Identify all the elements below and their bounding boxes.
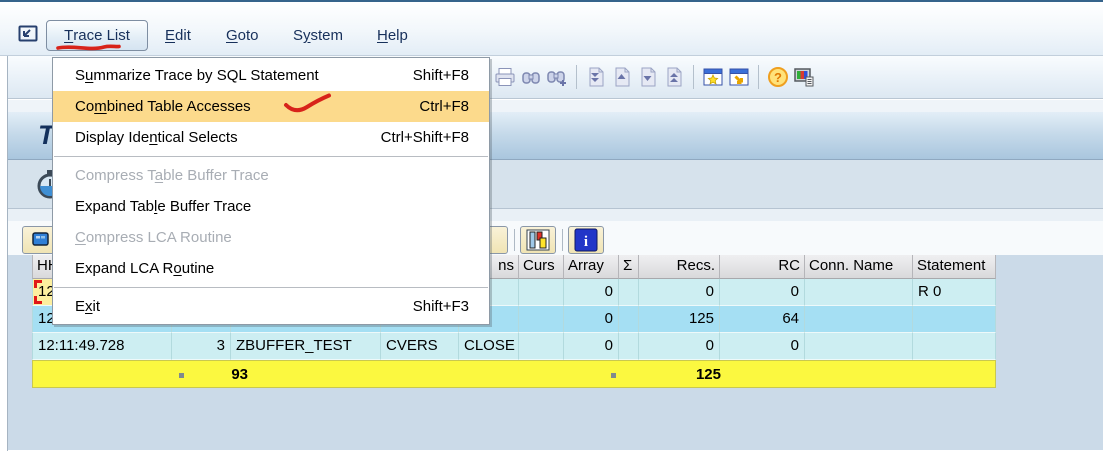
next-page-icon[interactable] (635, 64, 661, 90)
menu-item-expand-lca-routine[interactable]: Expand LCA Routine (75, 260, 215, 277)
svg-text:?: ? (774, 70, 782, 85)
cell-curs[interactable] (519, 306, 564, 333)
customize-layout-icon[interactable] (791, 64, 817, 90)
cell-rc[interactable]: 64 (720, 306, 805, 333)
cell-rc[interactable]: 0 (720, 333, 805, 360)
create-shortcut-icon[interactable] (726, 64, 752, 90)
svg-text:i: i (584, 234, 588, 250)
col-curs[interactable]: Curs (519, 255, 564, 279)
menu-item-combined-table-accesses[interactable]: Combined Table Accesses Ctrl+F8 (53, 91, 489, 122)
col-rc[interactable]: RC (720, 255, 805, 279)
menu-help[interactable]: Help (377, 27, 408, 44)
window-left-margin (0, 56, 8, 451)
table-row[interactable]: 12:11:49.728 3 ZBUFFER_TEST CVERS CLOSE … (32, 333, 996, 360)
menu-separator (54, 287, 488, 288)
cell-duration[interactable]: 3 (172, 333, 231, 360)
cell-array[interactable]: 0 (564, 279, 619, 306)
cell-table[interactable]: ZBUFFER_TEST (231, 333, 381, 360)
cell-recs[interactable]: 0 (639, 333, 720, 360)
last-page-icon[interactable] (661, 64, 687, 90)
menu-item-summarize-trace[interactable]: Summarize Trace by SQL Statement Shift+F… (75, 67, 469, 84)
col-sigma[interactable]: Σ (619, 255, 639, 279)
cell-object[interactable]: CVERS (381, 333, 459, 360)
cell-sigma[interactable] (619, 333, 639, 360)
window-top-border (0, 0, 1103, 2)
menu-separator (54, 156, 488, 157)
cell-array[interactable]: 0 (564, 306, 619, 333)
cell-statement[interactable] (913, 333, 996, 360)
info-button[interactable]: i (568, 226, 604, 254)
menu-item-compress-table-buffer-trace: Compress Table Buffer Trace (75, 167, 269, 184)
new-session-icon[interactable] (700, 64, 726, 90)
cell-conn-name[interactable] (805, 333, 913, 360)
print-icon[interactable] (492, 64, 518, 90)
cell-conn-name[interactable] (805, 279, 913, 306)
cell-sigma[interactable] (619, 306, 639, 333)
duration-total: 93 (231, 366, 248, 383)
cell-operation[interactable]: CLOSE (459, 333, 519, 360)
shortcut-label: Shift+F3 (412, 298, 469, 315)
shortcut-label: Ctrl+Shift+F8 (380, 129, 469, 146)
trace-list-dropdown-menu: Summarize Trace by SQL Statement Shift+F… (52, 57, 490, 325)
sum-marker (179, 373, 184, 378)
menu-item-compress-lca-routine: Compress LCA Routine (75, 229, 232, 246)
cell-array[interactable]: 0 (564, 333, 619, 360)
cell-cursor-mark (34, 280, 42, 288)
system-menu-icon[interactable] (16, 22, 40, 46)
sum-marker (611, 373, 616, 378)
help-icon[interactable]: ? (765, 64, 791, 90)
menu-edit[interactable]: Edit (165, 27, 191, 44)
totals-row: 93 125 (32, 360, 996, 388)
menu-item-display-identical-selects[interactable]: Display Identical Selects Ctrl+Shift+F8 (75, 129, 469, 146)
cell-conn-name[interactable] (805, 306, 913, 333)
shortcut-label: Ctrl+F8 (419, 98, 469, 115)
chart-button[interactable] (520, 226, 556, 254)
cell-curs[interactable] (519, 333, 564, 360)
find-next-icon[interactable] (544, 64, 570, 90)
menu-goto[interactable]: Goto (226, 27, 259, 44)
recs-total: 125 (695, 366, 721, 383)
cell-cursor-mark (34, 296, 42, 304)
cell-curs[interactable] (519, 279, 564, 306)
first-page-icon[interactable] (583, 64, 609, 90)
col-statement[interactable]: Statement (913, 255, 996, 279)
cell-time[interactable]: 12:11:49.728 (32, 333, 172, 360)
col-conn-name[interactable]: Conn. Name (805, 255, 913, 279)
cell-rc[interactable]: 0 (720, 279, 805, 306)
shortcut-label: Shift+F8 (412, 67, 469, 84)
previous-page-icon[interactable] (609, 64, 635, 90)
menu-system[interactable]: System (293, 27, 344, 44)
cell-recs[interactable]: 0 (639, 279, 720, 306)
menu-item-expand-table-buffer-trace[interactable]: Expand Table Buffer Trace (75, 198, 252, 215)
col-recs[interactable]: Recs. (639, 255, 720, 279)
col-array[interactable]: Array (564, 255, 619, 279)
cell-recs[interactable]: 125 (639, 306, 720, 333)
cell-statement[interactable] (913, 306, 996, 333)
cell-sigma[interactable] (619, 279, 639, 306)
page-title: T (38, 120, 55, 150)
menu-item-exit[interactable]: Exit Shift+F3 (75, 298, 469, 315)
cell-statement[interactable]: R 0 (913, 279, 996, 306)
find-icon[interactable] (518, 64, 544, 90)
